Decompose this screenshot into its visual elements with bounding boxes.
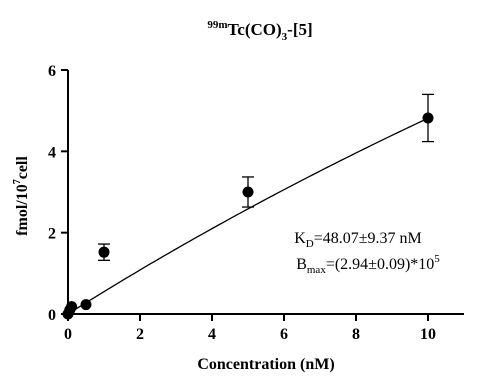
bmax-annotation: Bmax=(2.94±0.09)*105 [296,253,440,276]
y-label-pre: fmol/10 [14,184,31,236]
x-tick-label: 4 [208,326,216,343]
y-label-sup: 7 [12,179,23,184]
axis-ticks: 0 2 4 6 8 10 0 2 4 6 [48,63,436,343]
y-axis-label: fmol/107cell [12,156,31,236]
y-tick-label: 0 [48,307,56,324]
x-tick-label: 2 [136,326,144,343]
point-marker [242,186,254,198]
kd-symbol: K [294,230,306,247]
bmax-exponent: 5 [434,253,440,265]
title-superscript: 99m [207,19,227,31]
point-marker [80,299,92,311]
y-tick-label: 4 [48,144,56,161]
x-tick-label: 0 [64,326,72,343]
fit-curve [67,117,429,315]
point-marker [66,301,78,313]
data-points [62,93,434,320]
x-axis-label: Concentration (nM) [197,356,334,373]
x-tick-label: 10 [420,326,436,343]
x-tick-label: 8 [352,326,360,343]
bmax-symbol: B [296,256,307,273]
point-marker [98,246,110,258]
title-subscript: 3 [282,31,288,43]
data-point [98,243,110,261]
data-point [242,176,254,208]
data-point [66,301,78,313]
bmax-subscript: max [307,264,326,276]
y-label-post: cell [14,156,31,180]
kd-value: =48.07±9.37 nM [314,230,422,247]
chart-title: 99mTc(CO)3-[5] [207,19,312,43]
point-marker [422,112,434,124]
data-point [80,299,92,311]
bmax-value: =(2.94±0.09)*10 [326,256,434,273]
title-tail: -[5] [287,20,312,39]
data-point [422,93,434,143]
y-tick-label: 6 [48,63,56,80]
x-tick-label: 6 [280,326,288,343]
title-main: Tc(CO) [228,20,282,39]
kd-subscript: D [306,238,314,250]
y-tick-label: 2 [48,226,56,243]
kd-annotation: KD=48.07±9.37 nM [294,230,422,250]
